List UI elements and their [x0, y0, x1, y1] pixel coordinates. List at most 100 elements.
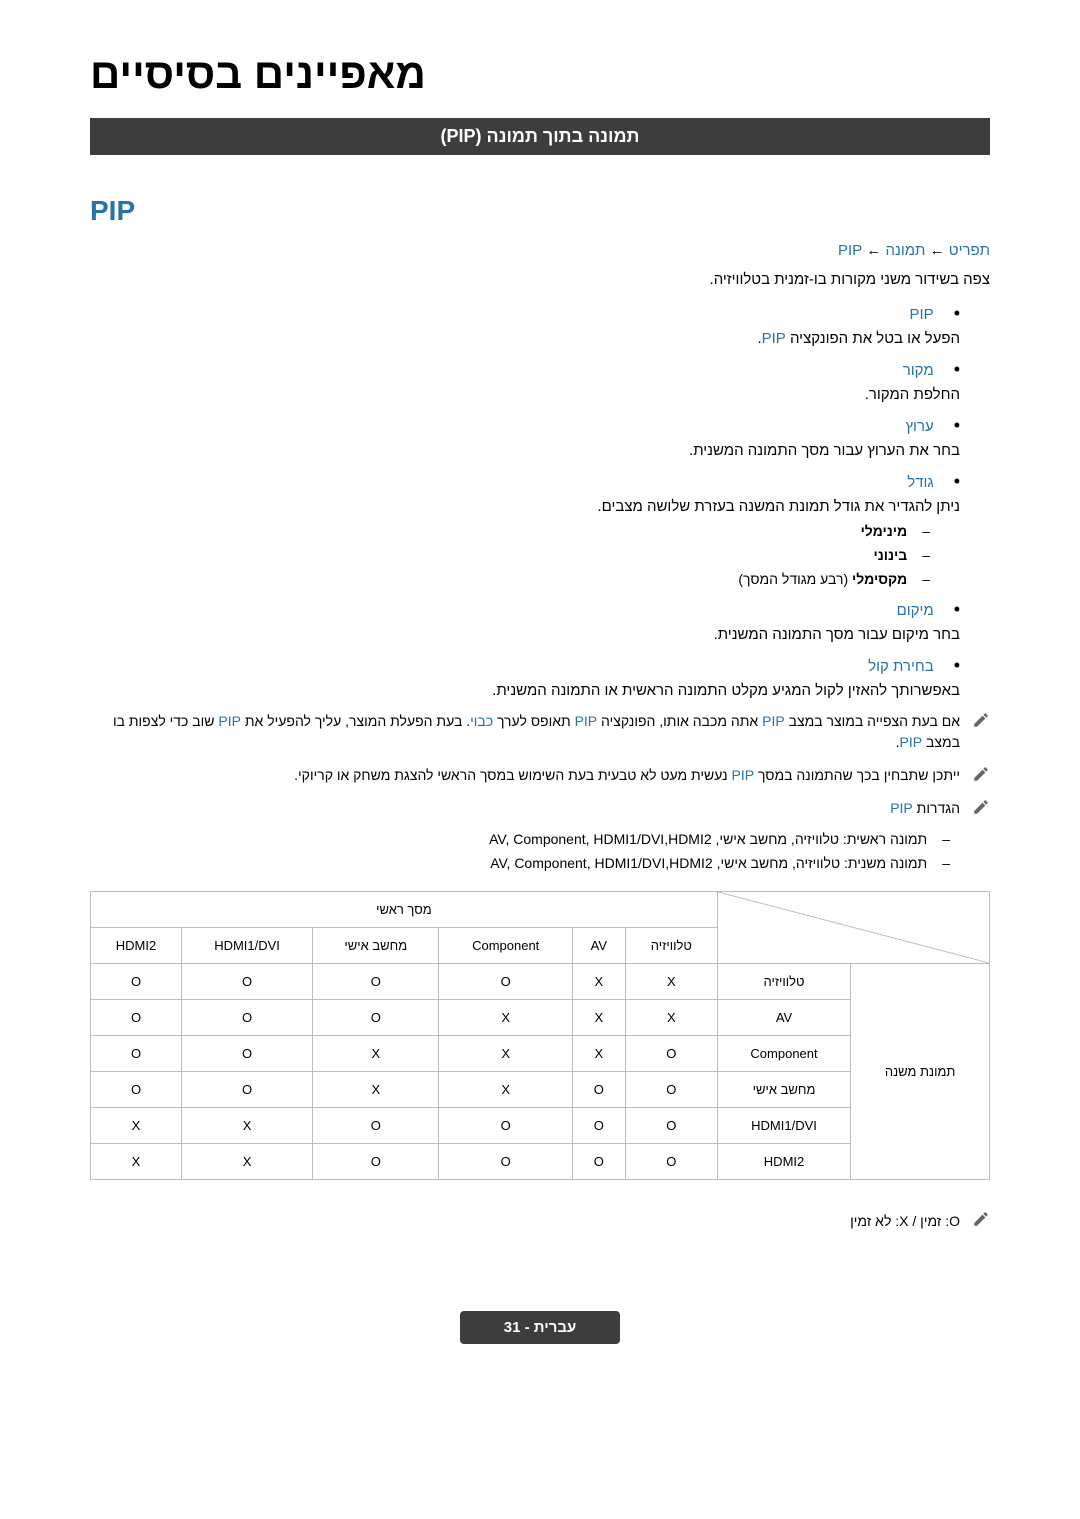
table-note: O: זמין / X: לא זמין	[90, 1210, 990, 1231]
table-cell: O	[572, 1108, 625, 1144]
table-column-header: מחשב אישי	[313, 928, 439, 964]
pencil-icon	[972, 765, 990, 786]
table-cell: O	[625, 1036, 717, 1072]
item-label: בחירת קול	[868, 658, 934, 675]
item-label: גודל	[907, 474, 934, 491]
page-title: מאפיינים בסיסיים	[90, 50, 990, 98]
note-text: ייתכן שתבחין בכך שהתמונה במסך PIP נעשית …	[294, 765, 960, 786]
table-column-header: HDMI1/DVI	[182, 928, 313, 964]
table-cell: X	[572, 964, 625, 1000]
breadcrumb: תפריט ← תמונה ← PIP	[90, 242, 990, 259]
table-cell: O	[182, 1000, 313, 1036]
table-cell: O	[313, 964, 439, 1000]
breadcrumb-pip: PIP	[838, 242, 862, 259]
pencil-icon	[972, 711, 990, 732]
table-cell: O	[182, 1072, 313, 1108]
table-column-header: טלוויזיה	[625, 928, 717, 964]
note-text: הגדרות PIP	[890, 798, 960, 819]
table-column-header: AV	[572, 928, 625, 964]
section-header: תמונה בתוך תמונה (PIP)	[90, 118, 990, 155]
breadcrumb-image: תמונה	[886, 242, 926, 259]
item-label: מקור	[903, 362, 934, 379]
table-cell: O	[91, 1072, 182, 1108]
table-cell: O	[625, 1072, 717, 1108]
table-row-header: HDMI1/DVI	[717, 1108, 850, 1144]
table-row-header: Component	[717, 1036, 850, 1072]
breadcrumb-arrow1: ←	[925, 242, 948, 259]
compatibility-table: מסך ראשיHDMI2HDMI1/DVIמחשב אישיComponent…	[90, 891, 990, 1180]
table-sub-picture-header: תמונת משנה	[851, 964, 990, 1180]
table-cell: O	[625, 1144, 717, 1180]
table-row-header: HDMI2	[717, 1144, 850, 1180]
sub-title: PIP	[90, 195, 990, 227]
table-cell: O	[91, 964, 182, 1000]
page-footer: עברית - 31	[460, 1311, 620, 1344]
list-item: מיקום בחר מיקום עבור מסך התמונה המשנית.	[90, 599, 960, 643]
table-cell: O	[313, 1000, 439, 1036]
table-cell: X	[182, 1144, 313, 1180]
note: הגדרות PIP	[90, 798, 990, 819]
note: אם בעת הצפייה במוצר במצב PIP אתה מכבה או…	[90, 711, 990, 753]
sub-list-item: מינימלי	[90, 523, 930, 539]
table-column-header: HDMI2	[91, 928, 182, 964]
table-cell: O	[439, 964, 572, 1000]
note-sub-item: תמונה ראשית: טלוויזיה, מחשב אישי, AV, Co…	[90, 831, 950, 847]
table-cell: O	[182, 1036, 313, 1072]
item-description: באפשרותך להאזין לקול המגיע מקלט התמונה ה…	[90, 682, 960, 699]
table-cell: X	[625, 964, 717, 1000]
table-cell: X	[625, 1000, 717, 1036]
item-description: בחר מיקום עבור מסך התמונה המשנית.	[90, 626, 960, 643]
pencil-icon	[972, 798, 990, 819]
table-cell: X	[91, 1144, 182, 1180]
table-cell: O	[572, 1144, 625, 1180]
list-item: ערוץ בחר את הערוץ עבור מסך התמונה המשנית.	[90, 415, 960, 459]
item-label: PIP	[910, 306, 934, 323]
item-description: בחר את הערוץ עבור מסך התמונה המשנית.	[90, 442, 960, 459]
list-item: מקור החלפת המקור.	[90, 359, 960, 403]
table-cell: X	[439, 1072, 572, 1108]
table-main-header: מסך ראשי	[91, 892, 718, 928]
note-sub-item: תמונה משנית: טלוויזיה, מחשב אישי, AV, Co…	[90, 855, 950, 871]
item-description: הפעל או בטל את הפונקציה PIP.	[90, 330, 960, 347]
pencil-icon	[972, 1210, 990, 1231]
table-cell: O	[313, 1144, 439, 1180]
sub-list: מינימלי בינוני מקסימלי (רבע מגודל המסך)	[90, 523, 960, 587]
table-cell: O	[439, 1108, 572, 1144]
table-cell: X	[91, 1108, 182, 1144]
table-cell: O	[91, 1000, 182, 1036]
table-column-header: Component	[439, 928, 572, 964]
table-cell: X	[313, 1072, 439, 1108]
sub-list-item: בינוני	[90, 547, 930, 563]
table-cell: X	[439, 1000, 572, 1036]
list-item: בחירת קול באפשרותך להאזין לקול המגיע מקלט…	[90, 655, 960, 699]
table-cell: O	[572, 1072, 625, 1108]
note-sub-list: תמונה ראשית: טלוויזיה, מחשב אישי, AV, Co…	[90, 831, 990, 871]
table-row-header: טלוויזיה	[717, 964, 850, 1000]
breadcrumb-menu: תפריט	[949, 242, 990, 259]
table-row-header: AV	[717, 1000, 850, 1036]
description: צפה בשידור משני מקורות בו-זמנית בטלוויזי…	[90, 271, 990, 288]
table-row-header: מחשב אישי	[717, 1072, 850, 1108]
note: ייתכן שתבחין בכך שהתמונה במסך PIP נעשית …	[90, 765, 990, 786]
note-text: אם בעת הצפייה במוצר במצב PIP אתה מכבה או…	[90, 711, 960, 753]
table-cell: O	[182, 964, 313, 1000]
table-cell: O	[91, 1036, 182, 1072]
list-item: גודל ניתן להגדיר את גודל תמונת המשנה בעזר…	[90, 471, 960, 587]
table-note-text: O: זמין / X: לא זמין	[850, 1213, 960, 1229]
table-cell: X	[439, 1036, 572, 1072]
table-cell: X	[182, 1108, 313, 1144]
table-diagonal-cell	[717, 892, 989, 964]
item-label: ערוץ	[905, 418, 933, 435]
table-cell: O	[313, 1108, 439, 1144]
table-cell: O	[439, 1144, 572, 1180]
sub-list-item: מקסימלי (רבע מגודל המסך)	[90, 571, 930, 587]
table-cell: X	[313, 1036, 439, 1072]
feature-list: PIP הפעל או בטל את הפונקציה PIP. מקור החלפת…	[90, 303, 990, 699]
list-item: PIP הפעל או בטל את הפונקציה PIP.	[90, 303, 960, 347]
item-description: החלפת המקור.	[90, 386, 960, 403]
breadcrumb-arrow2: ←	[862, 242, 885, 259]
table-cell: O	[625, 1108, 717, 1144]
item-label: מיקום	[897, 602, 934, 619]
item-description: ניתן להגדיר את גודל תמונת המשנה בעזרת של…	[90, 498, 960, 515]
table-cell: X	[572, 1036, 625, 1072]
